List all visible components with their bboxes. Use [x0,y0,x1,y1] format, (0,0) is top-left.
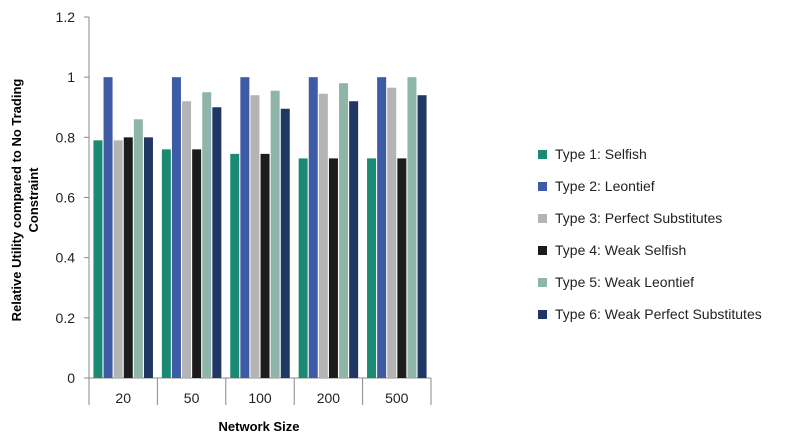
x-tick-label: 100 [248,390,272,406]
legend-label: Type 3: Perfect Substitutes [555,210,723,226]
legend-label: Type 5: Weak Leontief [555,274,695,290]
bar [397,158,407,378]
y-tick-label: 0.4 [56,250,76,266]
legend-swatch [538,149,547,159]
y-tick-label: 0.8 [56,129,76,145]
bar [192,149,202,378]
bar [212,107,222,378]
bar [387,87,397,378]
bar [339,83,349,378]
bar [143,137,153,378]
bar [240,77,250,379]
x-tick-label: 500 [385,390,409,406]
bar [113,140,123,378]
bar [280,108,290,379]
bar [377,77,387,379]
legend-item: Type 4: Weak Selfish [538,234,762,266]
y-tick-label: 1 [67,69,75,85]
plot-area: 0 0.2 0.4 0.6 0.8 1 1.2 20 50 100 200 500 [56,9,432,406]
x-tick-label: 50 [184,390,200,406]
bar [182,101,192,378]
bar [367,158,377,378]
bar [349,101,359,378]
legend-label: Type 6: Weak Perfect Substitutes [555,306,762,322]
x-axis-title: Network Size [219,419,300,434]
legend-swatch [538,277,547,287]
bar [133,119,143,379]
legend-swatch [538,309,547,319]
y-axis-title: Relative Utility compared to No Trading … [9,79,41,322]
bar [93,140,103,378]
bar [318,93,328,379]
bar [230,153,240,378]
y-axis-title-line-2: Constraint [26,167,41,233]
bar [260,153,270,378]
y-tick-label: 0.2 [56,310,76,326]
legend-label: Type 2: Leontief [555,178,655,194]
y-axis-title-line-1: Relative Utility compared to No Trading [9,79,24,322]
legend-item: Type 6: Weak Perfect Substitutes [538,298,762,330]
bar [328,158,338,378]
bar [103,77,113,379]
bar [202,92,212,378]
legend-label: Type 1: Selfish [555,146,647,162]
legend-swatch [538,245,547,255]
bar [171,77,181,379]
bar [270,90,280,379]
bar [308,77,318,379]
y-tick-label: 1.2 [56,9,76,25]
legend-label: Type 4: Weak Selfish [555,242,687,258]
legend: Type 1: Selfish Type 2: Leontief Type 3: P… [538,138,762,330]
bar [123,137,133,378]
legend-swatch [538,181,547,191]
legend-swatch [538,213,547,223]
legend-item: Type 3: Perfect Substitutes [538,202,762,234]
bar [250,95,260,378]
legend-item: Type 2: Leontief [538,170,762,202]
y-tick-label: 0 [67,370,75,386]
bar [161,149,171,378]
x-tick-label: 20 [115,390,131,406]
bar [407,77,417,379]
bar [417,95,427,378]
legend-item: Type 5: Weak Leontief [538,266,762,298]
x-tick-label: 200 [317,390,341,406]
bar [298,158,308,378]
legend-item: Type 1: Selfish [538,138,762,170]
y-tick-label: 0.6 [56,190,76,206]
